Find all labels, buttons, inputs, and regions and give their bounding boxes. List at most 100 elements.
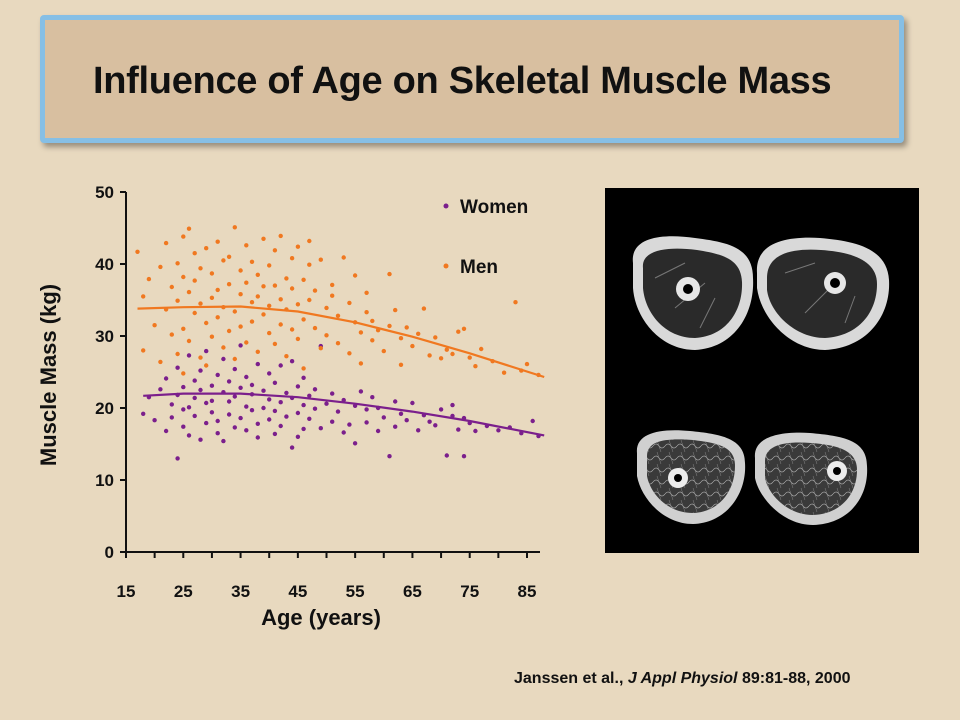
data-point-men — [158, 264, 163, 270]
data-point-men — [375, 328, 381, 333]
data-point-men — [261, 312, 266, 317]
data-point-women — [232, 366, 237, 372]
data-point-women — [278, 400, 283, 405]
data-point-women — [175, 365, 180, 370]
data-point-women — [330, 391, 335, 396]
data-point-women — [204, 420, 209, 426]
data-point-men — [192, 278, 197, 283]
legend-label-women: Women — [460, 197, 528, 218]
data-point-men — [438, 356, 444, 361]
data-point-women — [272, 380, 278, 385]
data-point-men — [261, 236, 266, 241]
data-point-women — [169, 402, 174, 407]
data-point-men — [398, 362, 404, 367]
data-point-women — [410, 400, 415, 406]
citation-authors: Janssen et al., — [514, 670, 624, 687]
data-point-women — [267, 417, 272, 422]
data-point-men — [198, 266, 203, 271]
data-point-women — [364, 407, 369, 412]
x-axis-label: Age (years) — [261, 605, 381, 630]
data-point-men — [215, 287, 220, 293]
data-point-men — [209, 295, 215, 300]
data-point-men — [324, 333, 329, 338]
data-point-men — [278, 322, 283, 327]
data-point-men — [295, 244, 301, 249]
citation-journal: J Appl Physiol — [627, 670, 738, 687]
citation-reference: 89:81-88, 2000 — [741, 670, 851, 687]
data-point-men — [278, 297, 283, 302]
data-point-men — [175, 298, 180, 303]
data-point-women — [181, 407, 186, 412]
data-point-women — [261, 405, 266, 411]
data-point-women — [404, 418, 409, 423]
data-point-men — [456, 329, 461, 334]
data-point-men — [364, 290, 369, 295]
data-point-women — [278, 363, 283, 368]
data-point-men — [249, 300, 255, 305]
data-point-women — [181, 384, 186, 390]
data-point-men — [501, 370, 507, 375]
data-point-men — [324, 305, 329, 311]
data-point-women — [209, 398, 215, 403]
data-point-men — [198, 301, 203, 306]
data-point-men — [524, 361, 530, 367]
data-point-women — [295, 384, 301, 389]
data-points — [135, 225, 541, 461]
data-point-men — [215, 239, 220, 244]
data-point-men — [267, 303, 272, 308]
data-point-men — [267, 330, 272, 336]
data-point-men — [244, 280, 249, 285]
data-point-women — [232, 425, 237, 430]
legend-marker-women — [443, 203, 449, 209]
data-point-men — [181, 274, 186, 280]
data-point-women — [267, 371, 272, 376]
data-point-men — [301, 277, 306, 282]
data-point-women — [221, 390, 226, 395]
data-point-men — [330, 293, 335, 298]
data-point-men — [513, 300, 518, 305]
data-point-women — [158, 387, 163, 392]
x-tick-label: 65 — [403, 582, 422, 601]
data-point-women — [370, 395, 375, 400]
data-point-women — [238, 343, 243, 348]
x-tick-label: 15 — [117, 582, 136, 601]
data-point-men — [163, 240, 169, 246]
data-point-men — [335, 341, 341, 346]
data-point-women — [238, 415, 243, 421]
x-tick-label: 85 — [518, 582, 537, 601]
data-point-men — [519, 368, 524, 373]
data-point-women — [467, 420, 472, 426]
legend-marker-men — [443, 263, 449, 269]
data-point-men — [141, 348, 146, 353]
data-point-women — [209, 410, 215, 415]
data-point-men — [318, 346, 323, 351]
data-point-men — [444, 347, 449, 352]
chart-axes: 0 10 20 30 40 50 15 25 35 45 55 65 75 85 — [95, 183, 540, 601]
y-tick-label: 0 — [105, 543, 114, 562]
y-tick-label: 40 — [95, 255, 114, 274]
data-point-women — [186, 433, 192, 438]
data-point-men — [307, 238, 312, 244]
data-point-women — [226, 412, 232, 417]
data-point-women — [461, 454, 467, 459]
data-point-men — [244, 340, 249, 345]
data-point-women — [352, 403, 358, 408]
data-point-men — [370, 318, 375, 324]
data-point-women — [295, 410, 301, 416]
data-point-women — [255, 361, 260, 367]
data-point-men — [146, 276, 152, 282]
data-point-women — [181, 424, 186, 429]
data-point-men — [209, 334, 215, 339]
data-point-women — [244, 374, 249, 380]
data-point-women — [175, 456, 180, 461]
data-point-men — [433, 335, 438, 340]
data-point-men — [347, 300, 352, 306]
data-point-men — [238, 292, 243, 297]
data-point-women — [375, 428, 381, 434]
data-point-men — [169, 332, 174, 337]
data-point-men — [398, 336, 404, 341]
data-point-women — [433, 423, 438, 428]
data-point-men — [221, 305, 226, 310]
data-point-men — [307, 297, 312, 303]
